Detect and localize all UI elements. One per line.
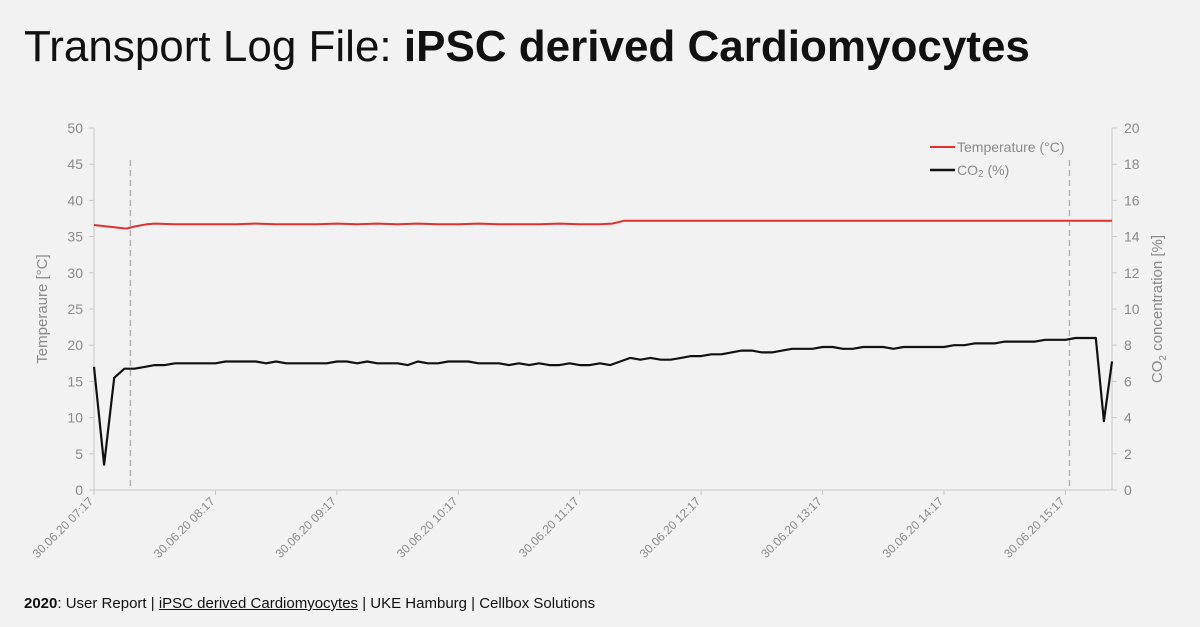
transport-chart: 0 5 10 15 20 25 30 35 40 45 50 0 2 4 6 8 10 12 14 16 18 20 3… [30, 120, 1169, 561]
right-y-tick-label: 16 [1124, 192, 1140, 208]
right-y-tick-label: 12 [1124, 265, 1140, 281]
right-y-tick-label: 0 [1124, 482, 1132, 498]
left-y-tick-label: 25 [67, 301, 83, 317]
right-y-tick-label: 14 [1124, 229, 1140, 245]
left-y-tick-label: 35 [67, 229, 83, 245]
footer-part1: : User Report | [57, 595, 159, 612]
footer-link[interactable]: iPSC derived Cardiomyocytes [158, 595, 359, 612]
footer-year: 2020 [24, 595, 58, 612]
left-y-ticks: 0 5 10 15 20 25 30 35 40 45 50 [67, 120, 94, 498]
right-y-tick-label: 6 [1124, 373, 1132, 389]
x-ticks: 30.06.20 07:17 30.06.20 08:17 30.06.20 09:… [30, 490, 1068, 561]
left-y-tick-label: 5 [75, 446, 83, 462]
right-y-axis-label: CO2 concentration [%] [1149, 235, 1169, 383]
left-y-tick-label: 40 [67, 192, 83, 208]
x-tick-label: 30.06.20 08:17 [151, 494, 218, 561]
legend: Temperature (°C) CO2 (%) [930, 139, 1065, 180]
right-y-tick-label: 20 [1124, 120, 1140, 136]
chart-series [92, 219, 1114, 466]
left-y-tick-label: 45 [67, 156, 83, 172]
legend-co2-label: CO2 (%) [957, 162, 1009, 180]
x-tick-label: 30.06.20 14:17 [880, 494, 947, 561]
left-y-tick-label: 10 [67, 410, 83, 426]
left-y-tick-label: 30 [67, 265, 83, 281]
legend-temperature-label: Temperature (°C) [957, 139, 1065, 155]
left-y-tick-label: 50 [67, 120, 83, 136]
footer: 2020: User Report | iPSC derived Cardiom… [24, 595, 595, 612]
right-y-tick-label: 18 [1124, 156, 1140, 172]
right-y-ticks: 0 2 4 6 8 10 12 14 16 18 20 [1112, 120, 1140, 498]
page-title: Transport Log File: iPSC derived Cardiom… [24, 22, 1030, 72]
left-y-tick-label: 15 [67, 373, 83, 389]
x-tick-label: 30.06.20 15:17 [1001, 494, 1068, 561]
x-tick-label: 30.06.20 12:17 [637, 494, 704, 561]
x-tick-label: 30.06.20 09:17 [272, 494, 339, 561]
transport-markers [129, 160, 1071, 490]
left-y-tick-label: 20 [67, 337, 83, 353]
page-title-prefix: Transport Log File: [24, 22, 404, 71]
page-title-bold: iPSC derived Cardiomyocytes [403, 22, 1030, 71]
temperature-series-line [93, 219, 1112, 230]
right-y-tick-label: 4 [1124, 410, 1132, 426]
chart-axes [93, 128, 1113, 491]
x-tick-label: 30.06.20 07:17 [30, 494, 97, 561]
right-y-tick-label: 8 [1124, 337, 1132, 353]
x-tick-label: 30.06.20 13:17 [758, 494, 825, 561]
right-y-tick-label: 2 [1124, 446, 1132, 462]
left-y-axis-label: Temperaure [°C] [34, 254, 51, 363]
x-tick-label: 30.06.20 10:17 [394, 494, 461, 561]
x-tick-label: 30.06.20 11:17 [516, 494, 582, 560]
right-y-tick-label: 10 [1124, 301, 1140, 317]
footer-part2: | UKE Hamburg | Cellbox Solutions [358, 595, 596, 612]
left-y-tick-label: 0 [75, 482, 83, 498]
co2-series-line [92, 336, 1114, 466]
